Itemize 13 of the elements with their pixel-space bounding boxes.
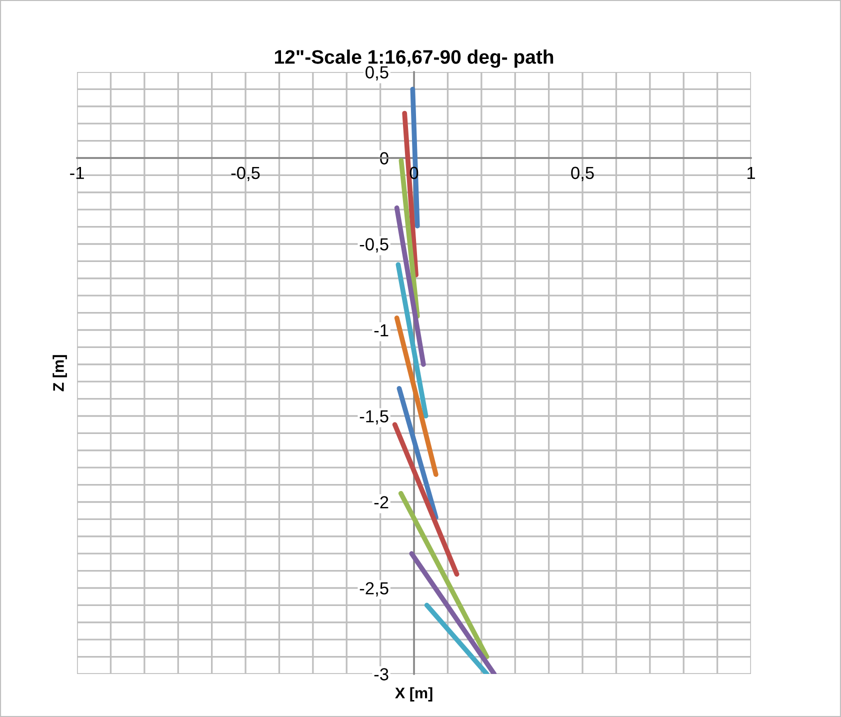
x-tick-label: 0,5	[571, 166, 594, 182]
x-tick-label: -1	[70, 166, 84, 179]
y-tick-label: -2	[374, 496, 388, 508]
y-tick-label: 0,5	[366, 66, 388, 80]
y-tick-label: -3	[374, 668, 388, 680]
y-axis-title: Z [m]	[52, 355, 67, 392]
y-tick-label: -1	[374, 324, 388, 336]
x-tick-label: 1	[748, 166, 755, 179]
x-axis-title: X [m]	[395, 687, 432, 702]
y-tick-label: -0,5	[360, 238, 388, 252]
x-tick-label: -0,5	[231, 166, 260, 182]
y-tick-label: -1,5	[360, 410, 388, 424]
y-tick-label: -2,5	[360, 582, 388, 596]
